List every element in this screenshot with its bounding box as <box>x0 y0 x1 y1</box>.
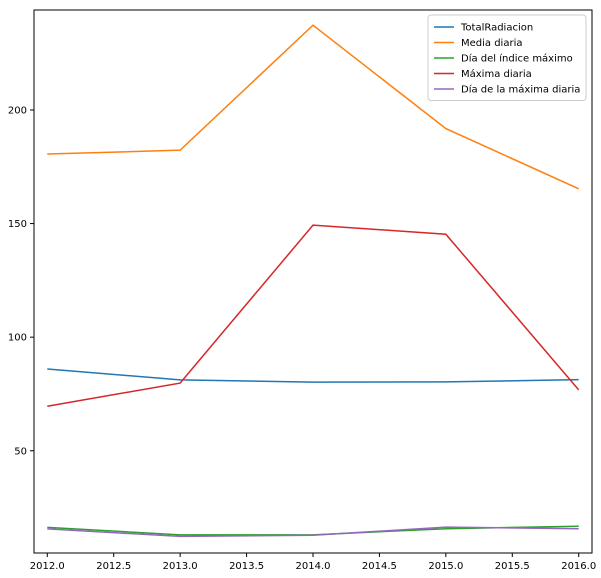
legend-label-2: Día del índice máximo <box>461 53 573 65</box>
series-line-4 <box>47 526 579 538</box>
series-line-1 <box>47 24 580 190</box>
y-tick-label: 200 <box>8 105 27 116</box>
legend-label-1: Media diaria <box>461 38 522 49</box>
x-tick-label: 2014.0 <box>296 561 331 572</box>
x-tick-label: 2013.0 <box>163 561 198 572</box>
legend: TotalRadiacion Media diaria Día del índice… <box>427 14 587 101</box>
legend-box <box>427 14 587 101</box>
x-tick-label: 2015.5 <box>495 561 530 572</box>
y-tick-label: 50 <box>14 446 27 457</box>
y-tick-label: 100 <box>8 333 27 344</box>
series-line-0 <box>47 368 579 383</box>
series-layer <box>47 24 580 538</box>
x-tick-label: 2012.5 <box>96 561 131 572</box>
x-tick-label: 2014.5 <box>362 561 397 572</box>
series-line-3 <box>47 224 580 407</box>
x-tick-label: 2013.5 <box>229 561 264 572</box>
legend-label-3: Máxima diaria <box>461 68 532 80</box>
x-tick-label: 2015.0 <box>428 561 463 572</box>
y-axis: 50 100 150 200 <box>8 105 34 457</box>
y-tick-label: 150 <box>8 219 27 230</box>
legend-label-4: Día de la máxima diaria <box>461 84 580 96</box>
x-axis: 2012.0 2012.5 2013.0 2013.5 2014.0 2014.5 2015… <box>30 553 596 572</box>
x-tick-label: 2012.0 <box>30 561 65 572</box>
legend-label-0: TotalRadiacion <box>460 23 533 34</box>
x-tick-label: 2016.0 <box>561 561 596 572</box>
